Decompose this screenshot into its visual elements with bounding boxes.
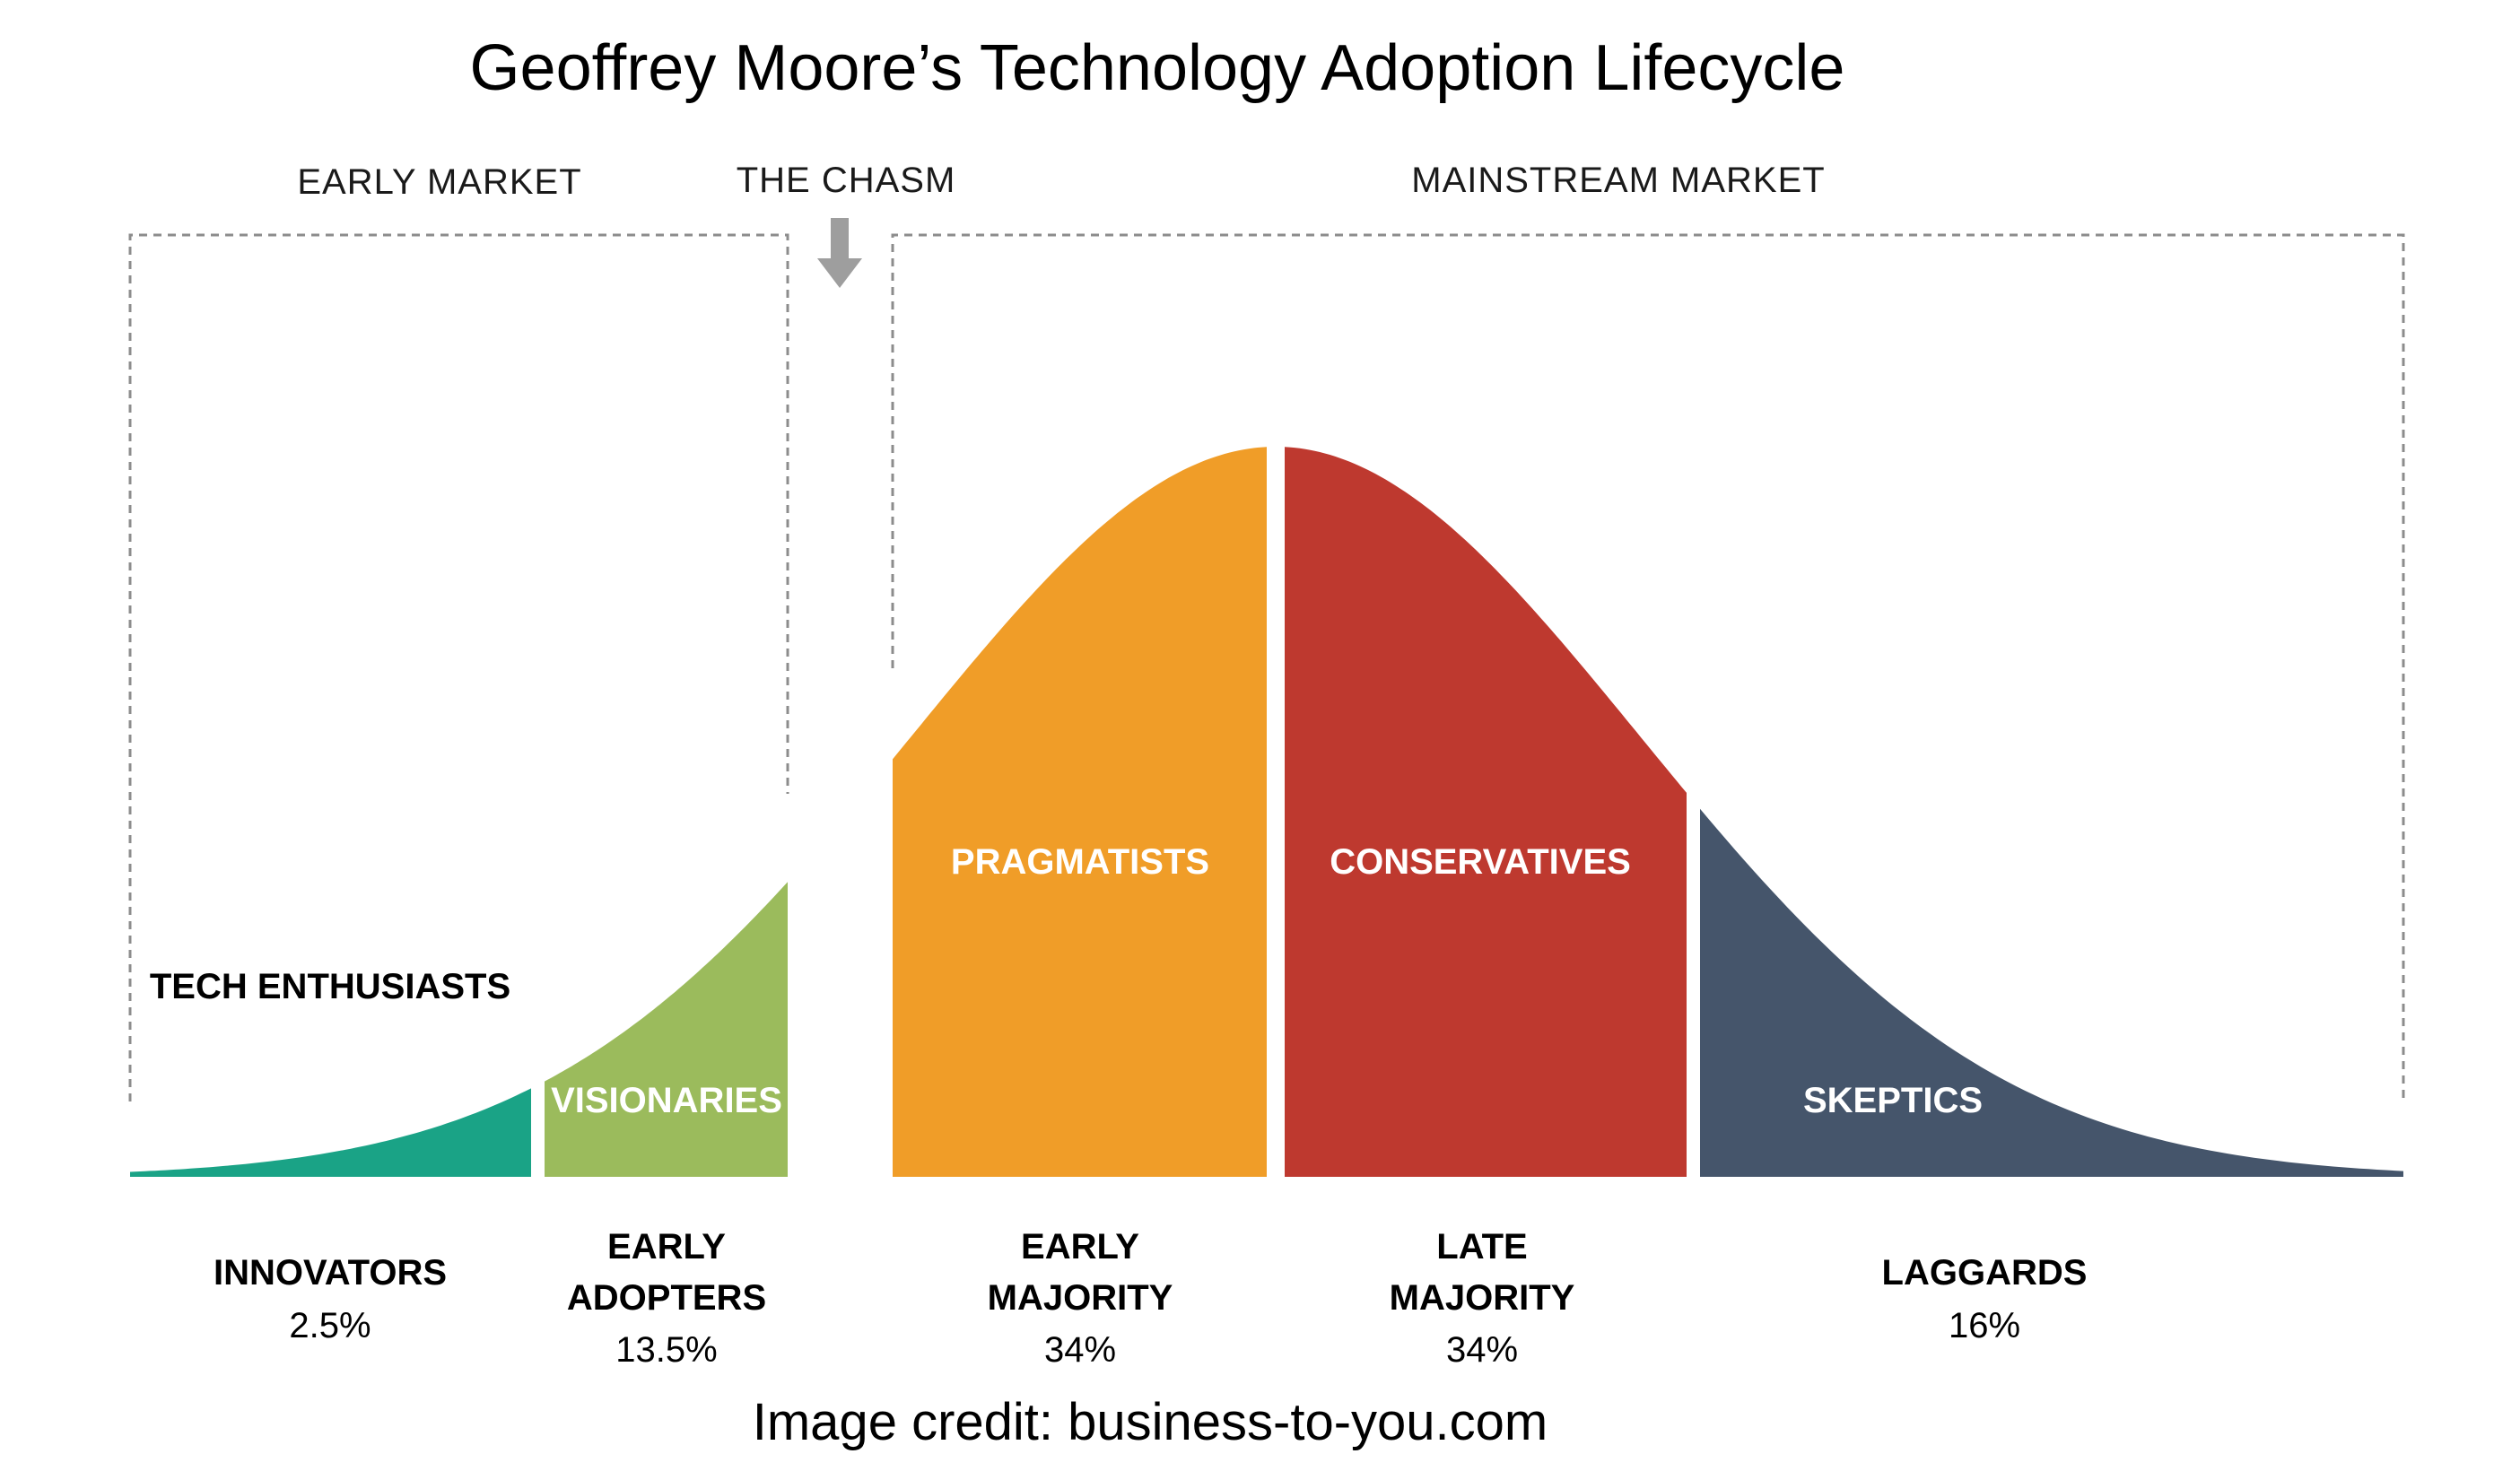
mainstream-market-bracket [891,233,2405,1101]
skeptics-label: SKEPTICS [1803,1081,1983,1120]
image-credit: Image credit: business-to-you.com [753,1393,1548,1451]
late-majority-percent: 34% [1446,1330,1518,1370]
early-adopters-name-line1: EARLY [607,1227,726,1267]
innovators-name: INNOVATORS [214,1253,447,1293]
chasm-arrow-icon [817,218,862,288]
visionaries-label: VISIONARIES [551,1081,782,1120]
early-market-bracket [128,233,789,1101]
early-adopters-segment [545,882,788,1177]
mainstream-market-label: MAINSTREAM MARKET [1411,161,1825,200]
conservatives-label: CONSERVATIVES [1330,842,1631,882]
innovators-percent: 2.5% [289,1306,371,1345]
late-majority-name-line2: MAJORITY [1390,1278,1575,1318]
tech-enthusiasts-label: TECH ENTHUSIASTS [150,967,510,1006]
chasm-label: THE CHASM [737,161,956,200]
early-adopters-name-line2: ADOPTERS [567,1278,766,1318]
early-majority-name-line1: EARLY [1021,1227,1139,1267]
diagram-title: Geoffrey Moore’s Technology Adoption Lif… [470,32,1845,104]
laggards-name: LAGGARDS [1882,1253,2088,1293]
early-majority-name-line2: MAJORITY [988,1278,1173,1318]
pragmatists-label: PRAGMATISTS [951,842,1209,882]
innovators-segment [130,1088,531,1177]
early-majority-percent: 34% [1044,1330,1116,1370]
early-majority-segment [893,447,1267,1177]
early-adopters-percent: 13.5% [615,1330,717,1370]
laggards-percent: 16% [1949,1306,2020,1345]
late-majority-segment [1285,447,1687,1177]
early-market-label: EARLY MARKET [297,162,581,202]
late-majority-name-line1: LATE [1436,1227,1527,1267]
laggards-segment [1700,808,2403,1177]
